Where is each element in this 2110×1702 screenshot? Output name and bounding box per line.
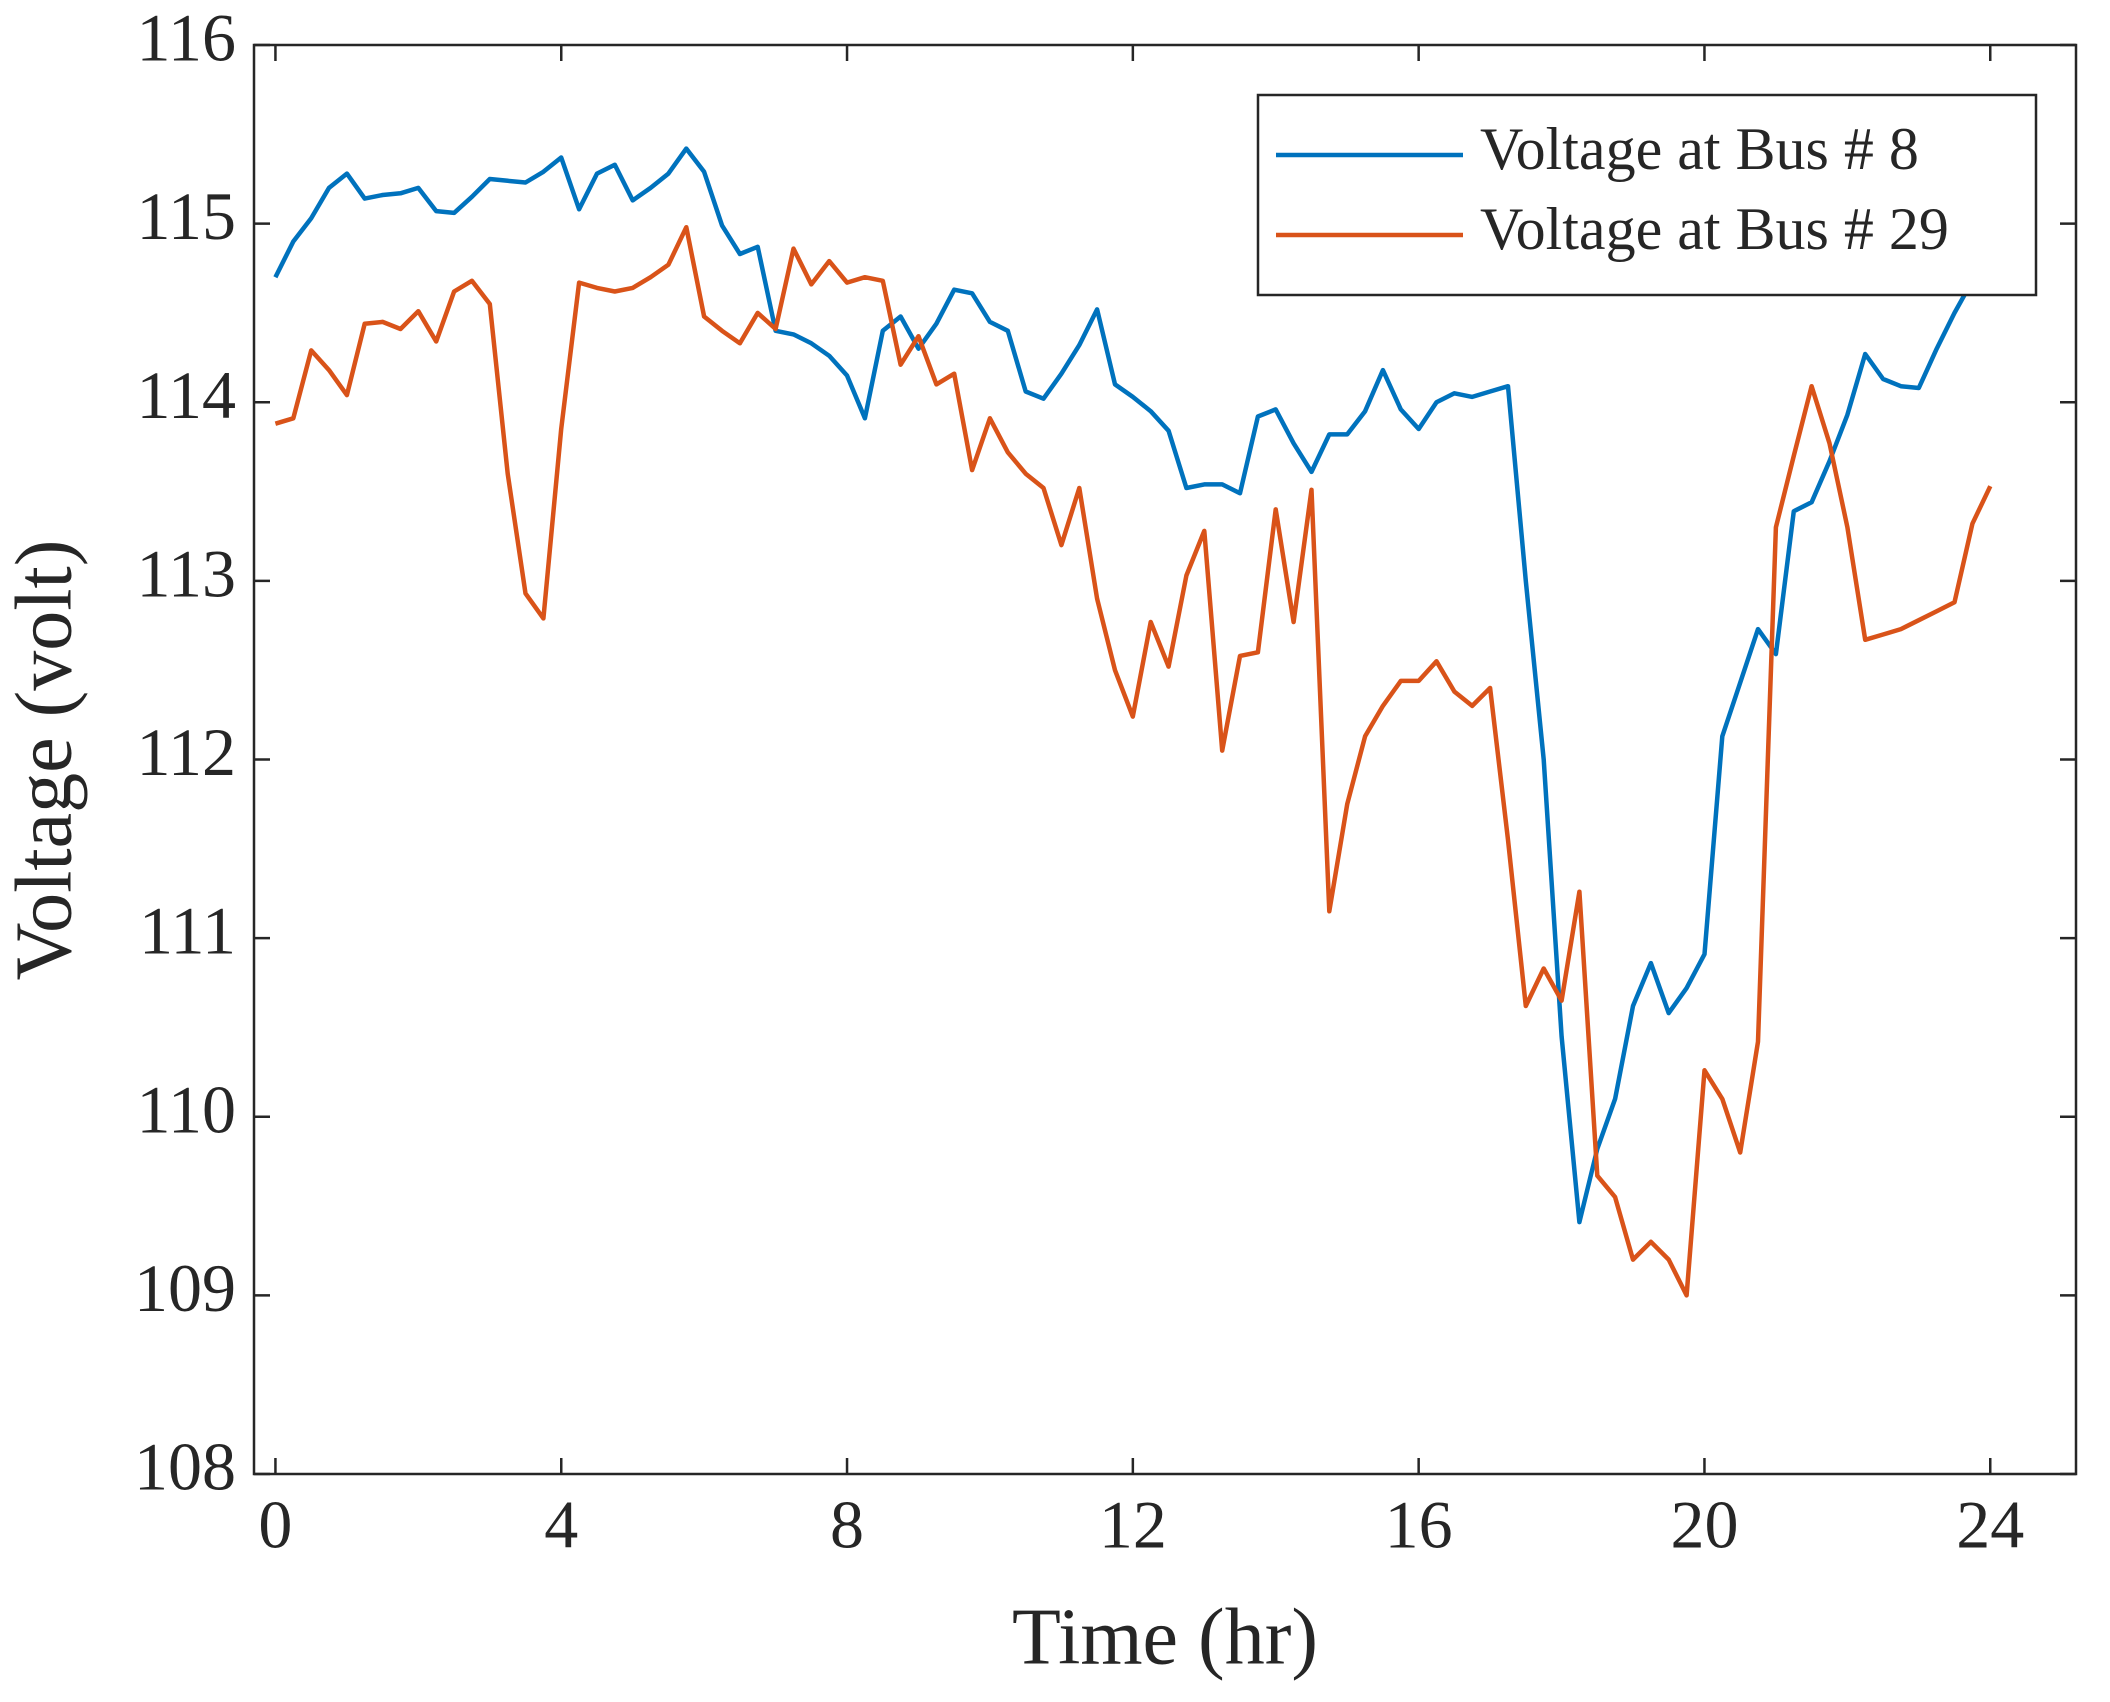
- y-axis-label: Voltage (volt): [0, 540, 88, 981]
- x-tick-label: 4: [544, 1487, 578, 1563]
- x-tick-label: 20: [1670, 1487, 1738, 1563]
- y-tick-label: 108: [134, 1429, 236, 1505]
- y-tick-label: 110: [137, 1071, 236, 1147]
- line-series: [274, 224, 1993, 1298]
- x-tick-label: 24: [1956, 1487, 2024, 1563]
- x-axis-label: Time (hr): [1012, 1593, 1318, 1681]
- y-tick-label: 113: [137, 535, 236, 611]
- line-series: [273, 146, 1992, 1225]
- legend-box: [1256, 93, 2038, 297]
- x-tick-label: 16: [1385, 1487, 1453, 1563]
- x-tick-label: 0: [258, 1487, 292, 1563]
- y-tick-label: 115: [137, 178, 236, 254]
- x-tick-label: 12: [1099, 1487, 1167, 1563]
- legend-label: Voltage at Bus # 8: [1480, 116, 1919, 182]
- y-tick-label: 114: [137, 357, 236, 433]
- legend-label: Voltage at Bus # 29: [1480, 196, 1949, 262]
- y-tick-label: 109: [134, 1250, 236, 1326]
- y-tick-label: 111: [139, 893, 236, 969]
- axes-box: [252, 43, 2078, 1476]
- y-tick-label: 116: [137, 0, 236, 76]
- y-tick-label: 112: [137, 714, 236, 790]
- x-tick-label: 8: [830, 1487, 864, 1563]
